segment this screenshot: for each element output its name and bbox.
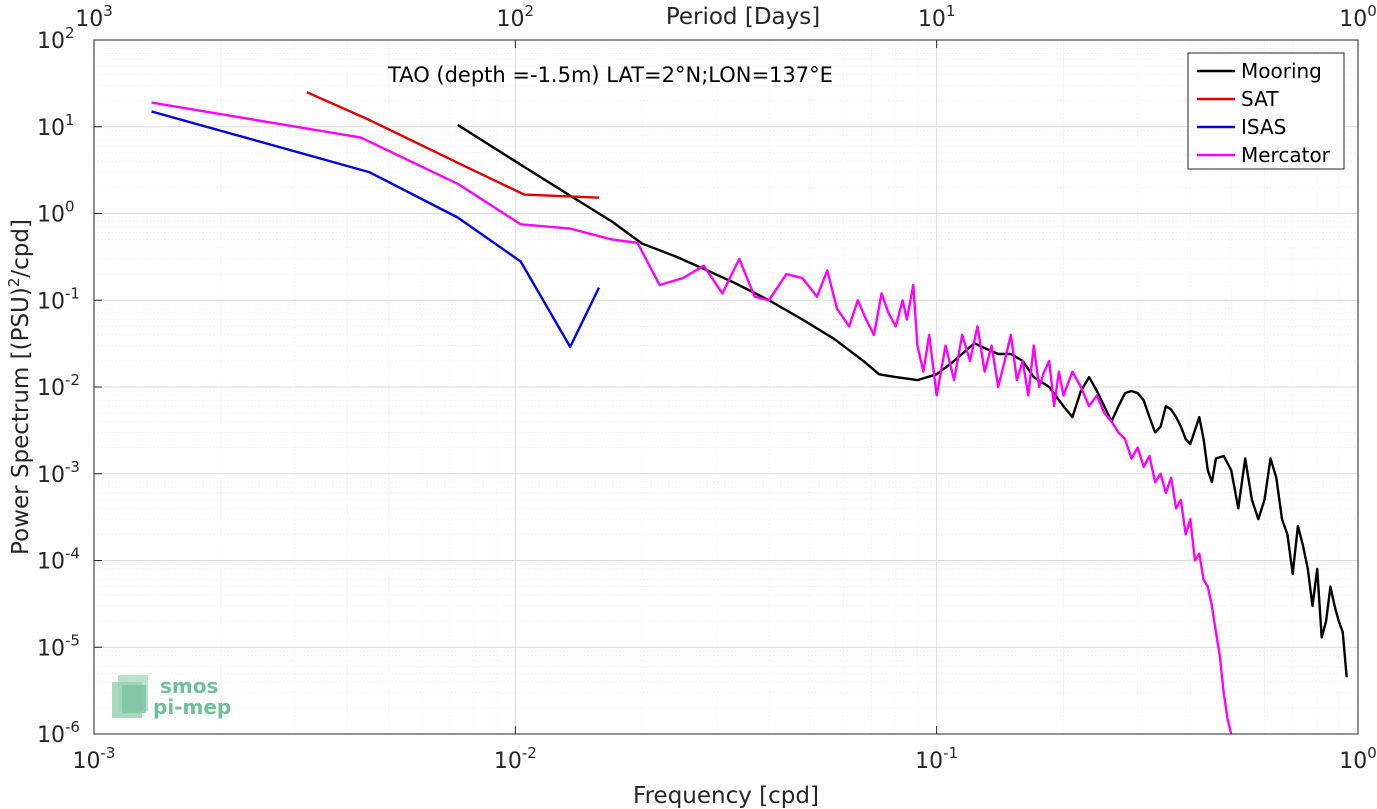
x-tick-label: 10-1	[915, 744, 958, 774]
smos-pi-mep-logo: smos pi-mep	[112, 674, 231, 719]
y-tick-label-base: 10	[37, 203, 65, 228]
y-tick-label-exp: -3	[65, 458, 80, 476]
x2-tick-label-base: 10	[75, 7, 103, 32]
x2-tick-label: 100	[1339, 2, 1377, 32]
x2-tick-label-base: 10	[918, 7, 946, 32]
x-tick-label-exp: -3	[101, 744, 116, 762]
y-tick-label-exp: -5	[65, 631, 80, 649]
x-tick-label: 10-3	[73, 744, 116, 774]
y-tick-label-base: 10	[37, 723, 65, 748]
legend-label-isas: ISAS	[1241, 115, 1286, 139]
chart-annotation: TAO (depth =-1.5m) LAT=2°N;LON=137°E	[387, 63, 833, 87]
x2-tick-label-base: 10	[497, 7, 525, 32]
x-tick-label: 100	[1339, 744, 1377, 774]
legend-label-mooring: Mooring	[1241, 59, 1322, 83]
y-tick-label: 102	[37, 24, 75, 54]
x-tick-label-exp: -2	[522, 744, 537, 762]
y-tick-label: 101	[37, 111, 75, 141]
x2-tick-label-base: 10	[1339, 7, 1367, 32]
x-tick-label-exp: -1	[943, 744, 958, 762]
y-tick-label: 10-4	[37, 545, 80, 575]
series-line-mercator	[151, 101, 1233, 735]
tick-marks	[93, 39, 1359, 735]
legend: Mooring SAT ISAS Mercator	[1187, 52, 1345, 170]
y-tick-label-base: 10	[37, 636, 65, 661]
x2-tick-label-exp: 0	[1367, 2, 1377, 20]
y-tick-label-exp: 2	[65, 24, 75, 42]
y-tick-label: 10-6	[37, 718, 80, 748]
x2-tick-label: 102	[497, 2, 535, 32]
y-axis-title: Power Spectrum [(PSU)2/cpd]	[5, 219, 34, 555]
x2-axis-title: Period [Days]	[666, 4, 820, 30]
series-layer	[151, 91, 1348, 735]
y-tick-label-exp: -6	[65, 718, 80, 736]
y-tick-label-base: 10	[37, 29, 65, 54]
x-tick-label-base: 10	[915, 749, 943, 774]
y-tick-label: 10-2	[37, 371, 80, 401]
x2-tick-label-exp: 2	[525, 2, 535, 20]
x-tick-label: 10-2	[494, 744, 537, 774]
x-tick-label-exp: 0	[1367, 744, 1377, 762]
series-line-sat	[306, 91, 600, 199]
y-tick-label-base: 10	[37, 550, 65, 575]
y-tick-label-base: 10	[37, 116, 65, 141]
y-tick-label: 10-3	[37, 458, 80, 488]
y-tick-label-base: 10	[37, 376, 65, 401]
x2-tick-label-exp: 1	[946, 2, 956, 20]
legend-label-mercator: Mercator	[1241, 143, 1331, 167]
y-tick-label-exp: -2	[65, 371, 80, 389]
y-tick-label: 10-5	[37, 631, 80, 661]
y-axis-title-sup: 2	[5, 278, 23, 288]
y-tick-label-exp: 1	[65, 111, 75, 129]
x-tick-label-base: 10	[73, 749, 101, 774]
legend-label-sat: SAT	[1241, 87, 1279, 111]
y-tick-label-base: 10	[37, 463, 65, 488]
y-tick-label-base: 10	[37, 289, 65, 314]
y-tick-label-exp: -1	[65, 284, 80, 302]
logo-line-1: smos	[160, 674, 218, 698]
x2-tick-label: 103	[75, 2, 113, 32]
x2-tick-label-exp: 3	[103, 2, 113, 20]
y-tick-label-exp: -4	[65, 545, 80, 563]
series-line-mooring	[457, 123, 1348, 678]
x-axis-title: Frequency [cpd]	[633, 783, 819, 809]
y-tick-label: 10-1	[37, 284, 80, 314]
y-tick-label: 100	[37, 198, 75, 228]
y-axis-title-main: Power Spectrum [(PSU)	[8, 287, 34, 555]
y-tick-label-exp: 0	[65, 198, 75, 216]
x2-tick-label: 101	[918, 2, 956, 32]
x-tick-label-base: 10	[494, 749, 522, 774]
logo-line-2: pi-mep	[153, 695, 231, 719]
y-axis-title-tail: /cpd]	[8, 219, 34, 278]
x-tick-label-base: 10	[1339, 749, 1367, 774]
legend-box	[1187, 52, 1345, 170]
series-line-isas	[151, 110, 601, 349]
